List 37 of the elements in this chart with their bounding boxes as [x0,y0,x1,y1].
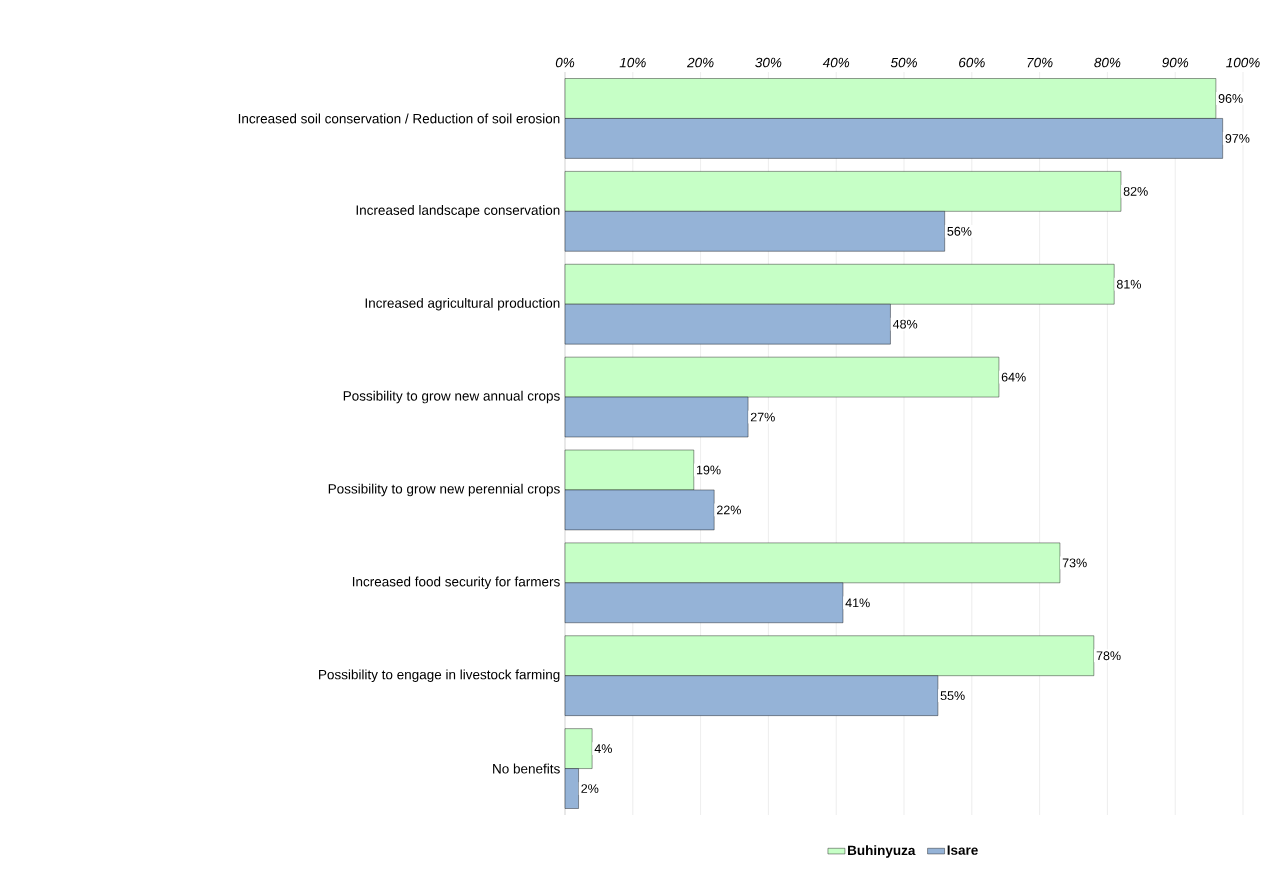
y-tick-label: No benefits [493,763,560,774]
y-tick-label: Increased food security for farmers [352,576,560,590]
x-tick-label: 60% [959,57,985,68]
legend-label: Isare [947,845,978,855]
data-label: 55% [940,691,965,701]
data-label: 27% [750,412,775,422]
data-label: 97% [1225,133,1250,143]
data-label: 64% [1001,372,1026,382]
x-tick-label: 40% [822,57,850,68]
data-label: 82% [1123,186,1148,196]
data-label: 41% [845,598,870,608]
data-label: 81% [1116,279,1141,289]
data-label: 22% [716,505,741,515]
x-tick-label: 0% [555,57,575,68]
y-tick-label: Possibility to grow new perennial crops [328,483,560,497]
x-tick-label: 20% [687,57,714,68]
x-tick-label: 100% [1226,57,1260,68]
data-label: 4% [594,744,612,753]
y-tick-label: Possibility to grow new annual crops [343,390,560,404]
data-label: 48% [892,319,918,329]
x-tick-label: 50% [890,57,917,68]
y-tick-label: Increased soil conservation / Reduction of soil erosion [238,113,560,124]
legend-label: Buhinyuza [848,845,916,858]
y-tick-label: Increased agricultural production [365,297,560,311]
data-label: 19% [696,465,721,475]
y-tick-label: Possibility to engage in livestock farming [319,669,560,682]
x-tick-label: 70% [1027,57,1053,68]
x-tick-label: 30% [755,57,782,68]
x-tick-label: 10% [619,57,646,68]
data-label: 73% [1062,558,1087,568]
x-tick-label: 90% [1162,57,1189,68]
y-tick-label: Increased landscape conservation [356,205,560,218]
x-tick-label: 80% [1094,57,1121,68]
data-label: 56% [947,226,972,236]
data-label: 78% [1096,651,1121,661]
data-label: 2% [581,784,599,793]
data-label: 96% [1218,94,1243,103]
